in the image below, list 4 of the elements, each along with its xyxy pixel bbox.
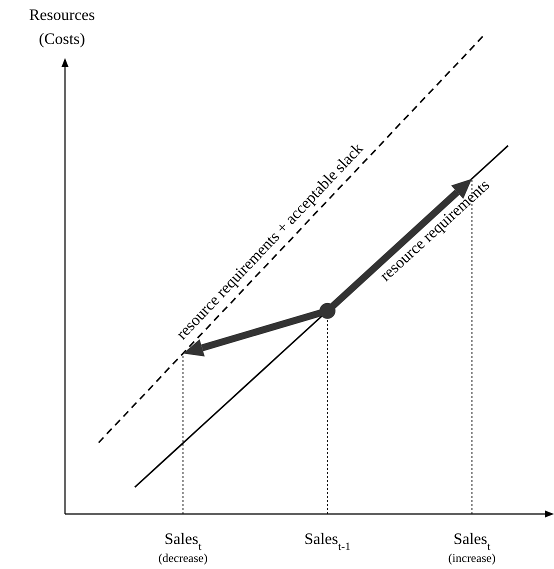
- x-tick-label: Sales$_{t}$ (increase): [448, 531, 496, 565]
- x-tick-label: Sales$_{t-1}$: [304, 531, 351, 553]
- x-tick-label: Sales$_{t}$ (decrease): [158, 531, 208, 565]
- y-axis-title: Resources (Costs): [29, 7, 95, 48]
